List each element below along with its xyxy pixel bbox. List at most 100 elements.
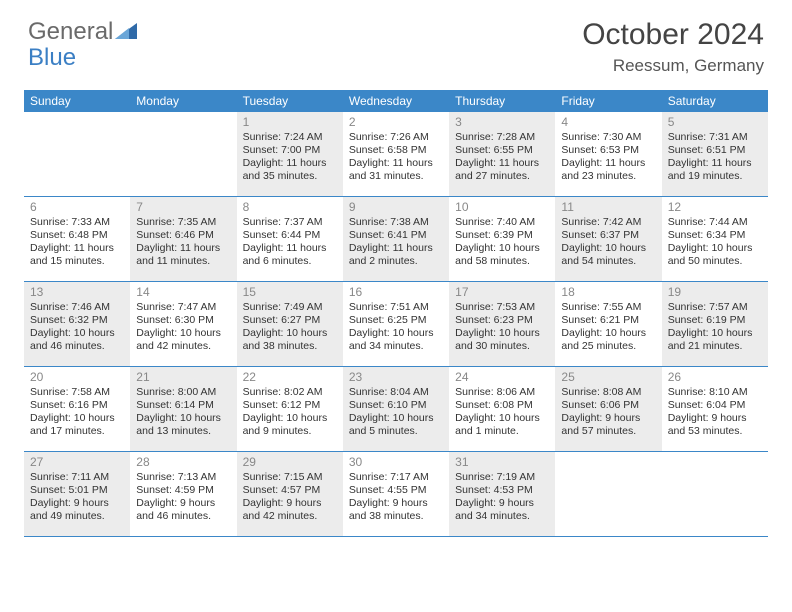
day-number: 3 [455, 115, 549, 130]
day-cell: 8Sunrise: 7:37 AMSunset: 6:44 PMDaylight… [237, 197, 343, 281]
day-cell: 13Sunrise: 7:46 AMSunset: 6:32 PMDayligh… [24, 282, 130, 366]
day-number: 1 [243, 115, 337, 130]
day-cell: 28Sunrise: 7:13 AMSunset: 4:59 PMDayligh… [130, 452, 236, 536]
day-number: 21 [136, 370, 230, 385]
day-cell: 7Sunrise: 7:35 AMSunset: 6:46 PMDaylight… [130, 197, 236, 281]
day-number: 7 [136, 200, 230, 215]
dow-cell: Sunday [24, 90, 130, 112]
day-number: 13 [30, 285, 124, 300]
week-row: 1Sunrise: 7:24 AMSunset: 7:00 PMDaylight… [24, 112, 768, 197]
day-cell: 27Sunrise: 7:11 AMSunset: 5:01 PMDayligh… [24, 452, 130, 536]
daylight-line: Daylight: 9 hours and 46 minutes. [136, 497, 230, 523]
sunset-line: Sunset: 4:57 PM [243, 484, 337, 497]
sunset-line: Sunset: 6:30 PM [136, 314, 230, 327]
day-cell: 31Sunrise: 7:19 AMSunset: 4:53 PMDayligh… [449, 452, 555, 536]
day-cell: 12Sunrise: 7:44 AMSunset: 6:34 PMDayligh… [662, 197, 768, 281]
day-of-week-header: SundayMondayTuesdayWednesdayThursdayFrid… [24, 90, 768, 112]
sunrise-line: Sunrise: 7:53 AM [455, 301, 549, 314]
calendar: SundayMondayTuesdayWednesdayThursdayFrid… [24, 90, 768, 537]
daylight-line: Daylight: 10 hours and 34 minutes. [349, 327, 443, 353]
day-number: 16 [349, 285, 443, 300]
sunset-line: Sunset: 6:51 PM [668, 144, 762, 157]
sunset-line: Sunset: 6:19 PM [668, 314, 762, 327]
day-number: 5 [668, 115, 762, 130]
sunrise-line: Sunrise: 7:46 AM [30, 301, 124, 314]
logo: General [28, 18, 137, 46]
sunset-line: Sunset: 6:27 PM [243, 314, 337, 327]
day-number: 29 [243, 455, 337, 470]
day-number: 27 [30, 455, 124, 470]
sunset-line: Sunset: 6:32 PM [30, 314, 124, 327]
sunset-line: Sunset: 6:41 PM [349, 229, 443, 242]
day-number: 18 [561, 285, 655, 300]
week-row: 20Sunrise: 7:58 AMSunset: 6:16 PMDayligh… [24, 367, 768, 452]
day-number: 26 [668, 370, 762, 385]
daylight-line: Daylight: 11 hours and 27 minutes. [455, 157, 549, 183]
day-number: 14 [136, 285, 230, 300]
sunset-line: Sunset: 4:55 PM [349, 484, 443, 497]
daylight-line: Daylight: 9 hours and 42 minutes. [243, 497, 337, 523]
daylight-line: Daylight: 10 hours and 25 minutes. [561, 327, 655, 353]
sunset-line: Sunset: 6:08 PM [455, 399, 549, 412]
sunrise-line: Sunrise: 7:42 AM [561, 216, 655, 229]
sunset-line: Sunset: 6:34 PM [668, 229, 762, 242]
weeks-container: 1Sunrise: 7:24 AMSunset: 7:00 PMDaylight… [24, 112, 768, 537]
daylight-line: Daylight: 10 hours and 13 minutes. [136, 412, 230, 438]
sunrise-line: Sunrise: 7:57 AM [668, 301, 762, 314]
week-row: 6Sunrise: 7:33 AMSunset: 6:48 PMDaylight… [24, 197, 768, 282]
day-number: 2 [349, 115, 443, 130]
daylight-line: Daylight: 10 hours and 58 minutes. [455, 242, 549, 268]
sunset-line: Sunset: 6:39 PM [455, 229, 549, 242]
daylight-line: Daylight: 10 hours and 54 minutes. [561, 242, 655, 268]
sunset-line: Sunset: 6:58 PM [349, 144, 443, 157]
sunrise-line: Sunrise: 8:04 AM [349, 386, 443, 399]
sunrise-line: Sunrise: 7:47 AM [136, 301, 230, 314]
daylight-line: Daylight: 10 hours and 1 minute. [455, 412, 549, 438]
dow-cell: Saturday [662, 90, 768, 112]
sunset-line: Sunset: 6:21 PM [561, 314, 655, 327]
sunrise-line: Sunrise: 8:00 AM [136, 386, 230, 399]
day-number: 23 [349, 370, 443, 385]
day-number: 11 [561, 200, 655, 215]
sunrise-line: Sunrise: 7:30 AM [561, 131, 655, 144]
dow-cell: Wednesday [343, 90, 449, 112]
day-cell: 11Sunrise: 7:42 AMSunset: 6:37 PMDayligh… [555, 197, 661, 281]
daylight-line: Daylight: 9 hours and 57 minutes. [561, 412, 655, 438]
sunrise-line: Sunrise: 7:11 AM [30, 471, 124, 484]
daylight-line: Daylight: 9 hours and 49 minutes. [30, 497, 124, 523]
day-cell: 2Sunrise: 7:26 AMSunset: 6:58 PMDaylight… [343, 112, 449, 196]
daylight-line: Daylight: 10 hours and 50 minutes. [668, 242, 762, 268]
sunset-line: Sunset: 6:14 PM [136, 399, 230, 412]
daylight-line: Daylight: 9 hours and 38 minutes. [349, 497, 443, 523]
daylight-line: Daylight: 10 hours and 5 minutes. [349, 412, 443, 438]
sunset-line: Sunset: 6:04 PM [668, 399, 762, 412]
sunset-line: Sunset: 6:23 PM [455, 314, 549, 327]
day-cell: 3Sunrise: 7:28 AMSunset: 6:55 PMDaylight… [449, 112, 555, 196]
sunset-line: Sunset: 6:44 PM [243, 229, 337, 242]
sunset-line: Sunset: 6:16 PM [30, 399, 124, 412]
sunrise-line: Sunrise: 7:49 AM [243, 301, 337, 314]
sunset-line: Sunset: 6:10 PM [349, 399, 443, 412]
sunrise-line: Sunrise: 7:17 AM [349, 471, 443, 484]
day-cell: 23Sunrise: 8:04 AMSunset: 6:10 PMDayligh… [343, 367, 449, 451]
day-cell: 25Sunrise: 8:08 AMSunset: 6:06 PMDayligh… [555, 367, 661, 451]
sunset-line: Sunset: 6:55 PM [455, 144, 549, 157]
daylight-line: Daylight: 10 hours and 9 minutes. [243, 412, 337, 438]
day-cell: 17Sunrise: 7:53 AMSunset: 6:23 PMDayligh… [449, 282, 555, 366]
daylight-line: Daylight: 10 hours and 30 minutes. [455, 327, 549, 353]
day-cell: 4Sunrise: 7:30 AMSunset: 6:53 PMDaylight… [555, 112, 661, 196]
day-number: 31 [455, 455, 549, 470]
sunrise-line: Sunrise: 7:37 AM [243, 216, 337, 229]
sunrise-line: Sunrise: 7:40 AM [455, 216, 549, 229]
sunset-line: Sunset: 6:46 PM [136, 229, 230, 242]
day-cell: 10Sunrise: 7:40 AMSunset: 6:39 PMDayligh… [449, 197, 555, 281]
day-cell: 19Sunrise: 7:57 AMSunset: 6:19 PMDayligh… [662, 282, 768, 366]
day-cell-empty [555, 452, 661, 536]
sunrise-line: Sunrise: 7:33 AM [30, 216, 124, 229]
sunrise-line: Sunrise: 7:28 AM [455, 131, 549, 144]
day-number: 22 [243, 370, 337, 385]
sunset-line: Sunset: 5:01 PM [30, 484, 124, 497]
sunset-line: Sunset: 6:25 PM [349, 314, 443, 327]
sunset-line: Sunset: 4:53 PM [455, 484, 549, 497]
day-number: 28 [136, 455, 230, 470]
